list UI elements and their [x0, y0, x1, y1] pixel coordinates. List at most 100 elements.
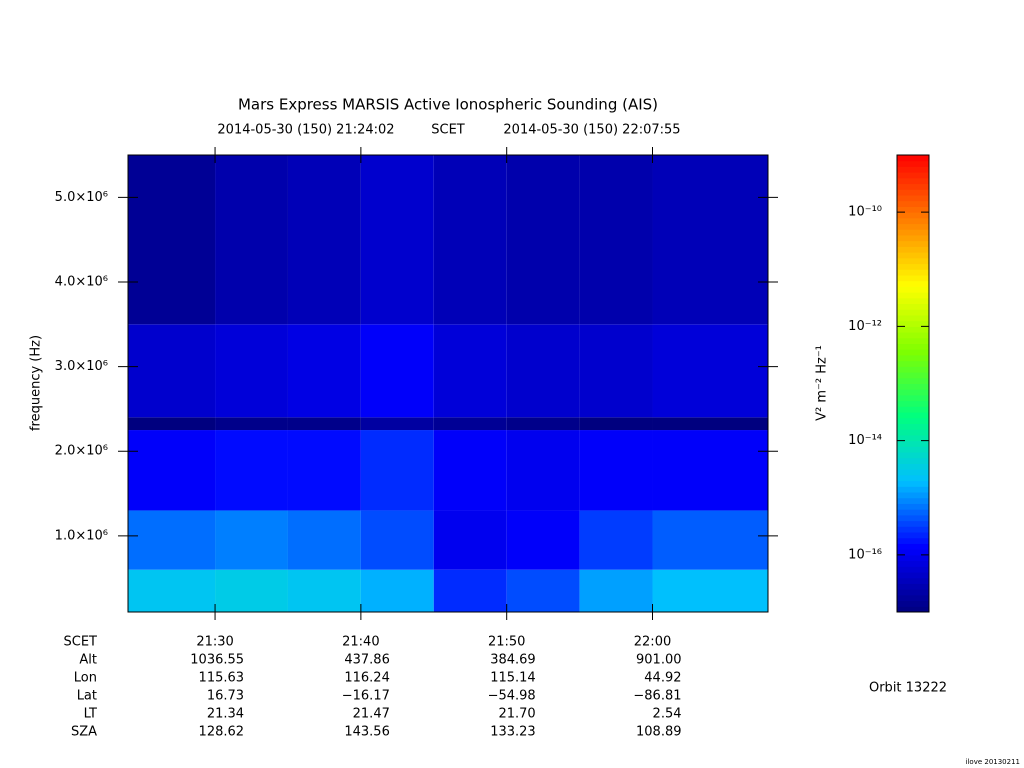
heatmap-cell — [506, 569, 580, 612]
ephemeris-value: 437.86 — [344, 653, 390, 668]
colorbar-strip — [897, 274, 929, 282]
heatmap — [128, 155, 768, 612]
heatmap-cell — [215, 569, 288, 612]
heatmap-cell — [215, 430, 288, 511]
y-tick-label: 5.0×10⁶ — [55, 190, 108, 205]
ephemeris-value: 21.34 — [207, 707, 244, 722]
heatmap-cell — [128, 430, 216, 511]
colorbar-tick-label: 10⁻¹⁴ — [848, 433, 882, 448]
colorbar-strip — [897, 206, 929, 213]
colorbar-strip — [897, 212, 929, 219]
colorbar-strip — [897, 423, 929, 430]
colorbar-strip — [897, 349, 929, 356]
x-tick-label: 21:50 — [488, 635, 525, 650]
colorbar-label: V² m⁻² Hz⁻¹ — [815, 345, 830, 421]
colorbar-strip — [897, 377, 929, 384]
heatmap-cell — [287, 155, 361, 325]
time-label: SCET — [431, 123, 465, 138]
colorbar-strip — [897, 537, 929, 544]
ephemeris-value: 128.62 — [199, 725, 245, 740]
heatmap-cell — [433, 569, 507, 612]
ephemeris-value: 108.89 — [636, 725, 682, 740]
colorbar-strip — [897, 452, 929, 459]
colorbar-strip — [897, 480, 929, 487]
colorbar — [897, 155, 929, 613]
ephemeris-value: −16.17 — [342, 689, 390, 704]
heatmap-cell — [215, 324, 288, 418]
colorbar-strip — [897, 360, 929, 367]
colorbar-strip — [897, 594, 929, 602]
colorbar-strip — [897, 160, 929, 167]
plot-frame — [127, 154, 769, 613]
colorbar-strip — [897, 155, 929, 162]
heatmap-cell — [215, 510, 288, 570]
colorbar-strip — [897, 303, 929, 310]
heatmap-cell — [652, 324, 768, 418]
heatmap-cell — [128, 510, 216, 570]
colorbar-strip — [897, 389, 929, 396]
colorbar-strip — [897, 172, 929, 179]
colorbar-strip — [897, 194, 929, 202]
colorbar-strip — [897, 343, 929, 350]
colorbar-strip — [897, 417, 929, 424]
colorbar-tick-label: 10⁻¹² — [848, 319, 882, 334]
colorbar-strip — [897, 326, 929, 333]
ephemeris-label: LT — [84, 707, 97, 722]
colorbar-strip — [897, 354, 929, 362]
x-tick-label: 21:40 — [342, 635, 379, 650]
ephemeris-value: 21.70 — [498, 707, 535, 722]
colorbar-strip — [897, 412, 929, 419]
heatmap-cell — [433, 324, 507, 418]
heatmap-cell — [652, 510, 768, 570]
heatmap-cell — [579, 155, 653, 325]
ephemeris-value: 2.54 — [653, 707, 682, 722]
heatmap-cell — [287, 510, 361, 570]
x-tick-label: 21:30 — [196, 635, 233, 650]
start-time: 2014-05-30 (150) 21:24:02 — [217, 123, 394, 138]
colorbar-tick-label: 10⁻¹⁰ — [848, 205, 882, 220]
chart-title: Mars Express MARSIS Active Ionospheric S… — [238, 96, 658, 114]
heatmap-cell — [360, 430, 434, 511]
colorbar-strip — [897, 572, 929, 579]
heatmap-cell — [433, 417, 507, 431]
colorbar-strip — [897, 486, 929, 493]
heatmap-cell — [652, 430, 768, 511]
colorbar-strip — [897, 177, 929, 185]
heatmap-cell — [360, 155, 434, 325]
ephemeris-value: 16.73 — [207, 689, 244, 704]
colorbar-strip — [897, 463, 929, 470]
colorbar-strip — [897, 600, 929, 607]
y-tick-label: 2.0×10⁶ — [55, 444, 108, 459]
colorbar-strip — [897, 246, 929, 253]
ephemeris-value: 133.23 — [490, 725, 536, 740]
colorbar-strip — [897, 183, 929, 190]
ephemeris-value: 21.47 — [353, 707, 390, 722]
colorbar-strip — [897, 577, 929, 584]
colorbar-strip — [897, 320, 929, 327]
colorbar-strip — [897, 457, 929, 464]
heatmap-cell — [360, 569, 434, 612]
ephemeris-value: 44.92 — [644, 671, 681, 686]
colorbar-strip — [897, 383, 929, 390]
heatmap-cell — [579, 324, 653, 418]
heatmap-cell — [128, 324, 216, 418]
colorbar-strip — [897, 446, 929, 453]
ephemeris-value: 1036.55 — [190, 653, 244, 668]
heatmap-cell — [287, 569, 361, 612]
heatmap-cell — [128, 417, 216, 431]
colorbar-strip — [897, 234, 929, 242]
colorbar-strip — [897, 166, 929, 173]
heatmap-cell — [128, 155, 216, 325]
colorbar-strip — [897, 257, 929, 265]
x-tick-label: 22:00 — [634, 635, 671, 650]
colorbar-frame — [896, 154, 930, 613]
y-tick-label: 1.0×10⁶ — [55, 528, 108, 543]
ephemeris-value: 143.56 — [344, 725, 390, 740]
y-axis-label: frequency (Hz) — [29, 335, 44, 431]
ephemeris-value: 115.63 — [199, 671, 245, 686]
heatmap-cell — [433, 430, 507, 511]
footer: ilove 20130211 — [966, 758, 1020, 766]
y-tick-label: 3.0×10⁶ — [55, 359, 108, 374]
colorbar-strip — [897, 297, 929, 305]
